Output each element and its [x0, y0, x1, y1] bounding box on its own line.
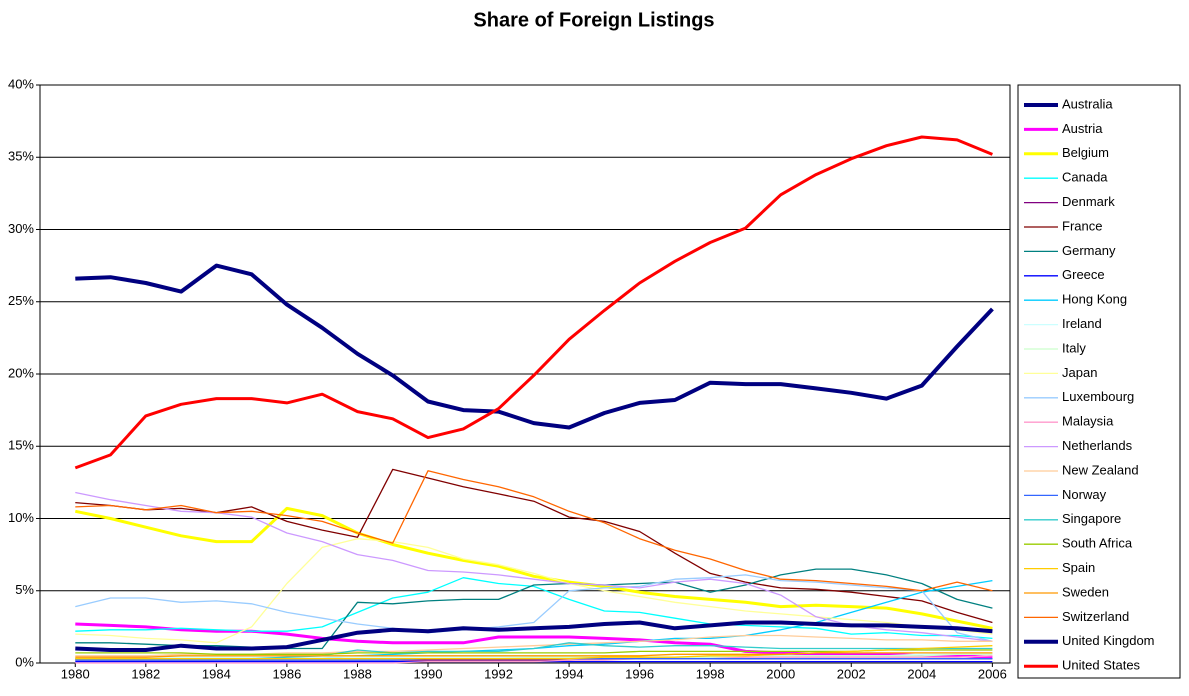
x-tick-label: 1986	[272, 666, 301, 681]
x-tick-label: 2002	[837, 666, 866, 681]
series-line	[75, 620, 993, 652]
series-line	[75, 577, 993, 640]
y-tick-label: 35%	[8, 149, 34, 164]
legend-label: Singapore	[1062, 511, 1121, 526]
legend-label: South Africa	[1062, 536, 1133, 551]
legend-label: United Kingdom	[1062, 633, 1155, 648]
x-tick-label: 2000	[766, 666, 795, 681]
legend-label: United States	[1062, 658, 1141, 673]
y-tick-label: 5%	[15, 582, 34, 597]
series-line	[75, 574, 993, 642]
legend-label: Netherlands	[1062, 438, 1133, 453]
legend-label: Germany	[1062, 243, 1116, 258]
x-tick-label: 2004	[907, 666, 936, 681]
series-line	[75, 645, 993, 660]
legend-label: France	[1062, 218, 1102, 233]
x-tick-label: 2006	[978, 666, 1007, 681]
series-line	[74, 135, 993, 470]
legend-label: Italy	[1062, 340, 1086, 355]
legend-label: Belgium	[1062, 145, 1109, 160]
x-tick-label: 1984	[202, 666, 231, 681]
legend-label: Japan	[1062, 365, 1097, 380]
x-tick-label: 1982	[131, 666, 160, 681]
legend-box	[1017, 84, 1181, 679]
y-tick-label: 40%	[8, 76, 34, 91]
series-line	[75, 263, 994, 430]
legend-label: Greece	[1062, 267, 1105, 282]
y-tick-label: 20%	[8, 365, 34, 380]
series-line	[75, 470, 993, 592]
series-line	[75, 468, 993, 624]
y-tick-label: 15%	[8, 438, 34, 453]
legend-label: New Zealand	[1062, 462, 1139, 477]
legend-label: Sweden	[1062, 584, 1109, 599]
legend-label: Switzerland	[1062, 609, 1129, 624]
legend-label: Malaysia	[1062, 414, 1114, 429]
legend-label: Austria	[1062, 121, 1103, 136]
legend-label: Ireland	[1062, 316, 1102, 331]
y-tick-label: 10%	[8, 510, 34, 525]
legend-label: Norway	[1062, 487, 1107, 502]
y-tick-label: 25%	[8, 293, 34, 308]
x-tick-label: 1996	[625, 666, 654, 681]
series-line	[74, 506, 993, 630]
x-tick-label: 1980	[61, 666, 90, 681]
x-tick-label: 1992	[484, 666, 513, 681]
legend-label: Denmark	[1062, 194, 1115, 209]
series-line	[75, 652, 993, 658]
legend-label: Canada	[1062, 170, 1108, 185]
series-line	[75, 622, 993, 659]
y-tick-label: 0%	[15, 654, 34, 669]
x-tick-label: 1990	[414, 666, 443, 681]
y-tick-label: 30%	[8, 221, 34, 236]
x-tick-label: 1994	[555, 666, 584, 681]
x-tick-label: 1988	[343, 666, 372, 681]
series-line	[75, 655, 993, 664]
series-line	[75, 568, 993, 650]
chart-title: Share of Foreign Listings	[473, 9, 714, 31]
legend-label: Spain	[1062, 560, 1095, 575]
legend-label: Hong Kong	[1062, 292, 1127, 307]
series-line	[75, 538, 993, 644]
x-tick-label: 1998	[696, 666, 725, 681]
legend-label: Luxembourg	[1062, 389, 1134, 404]
plot-frame	[39, 84, 1011, 664]
legend-label: Australia	[1062, 96, 1113, 111]
series-line	[75, 491, 993, 642]
